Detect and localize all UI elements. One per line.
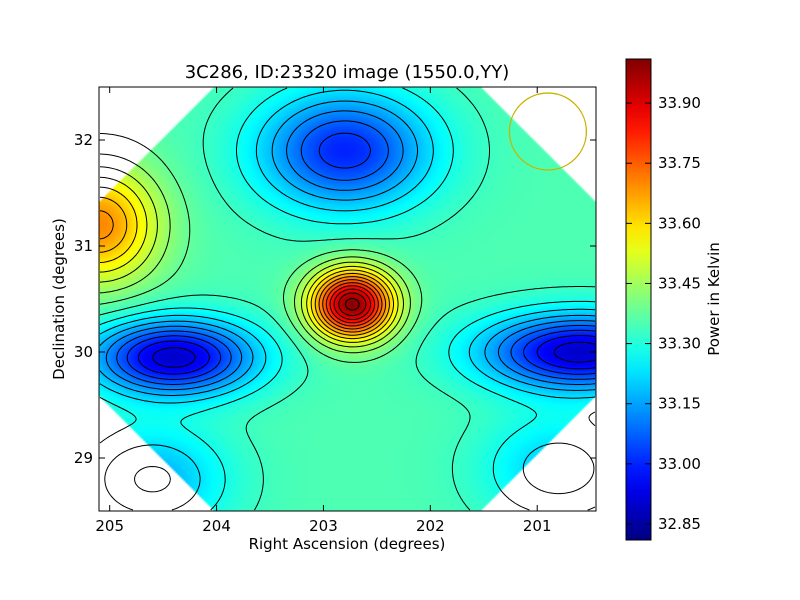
y-axis-title: Declination (degrees) (50, 218, 68, 380)
y-tick-label: 30 (74, 343, 93, 361)
x-tick-label: 205 (95, 517, 124, 535)
colorbar-tick-label: 33.15 (658, 395, 701, 413)
contour-line-11 (99, 153, 411, 354)
contour-line-13 (99, 176, 399, 343)
colorbar-tick-label: 33.45 (658, 274, 701, 292)
contour-line-10 (99, 133, 423, 363)
x-tick-label: 203 (309, 517, 338, 535)
contour-line-12 (99, 166, 404, 348)
colorbar-tick-label: 33.30 (658, 335, 701, 353)
beam-circle (508, 92, 588, 171)
contour-line-22 (344, 298, 360, 311)
overlay-layer (508, 92, 588, 171)
contour-layer (99, 87, 596, 511)
contour-line-8 (99, 87, 596, 511)
x-tick-label: 202 (416, 517, 445, 535)
colorbar-tick-label: 33.60 (658, 214, 701, 232)
contour-line-5 (105, 110, 596, 391)
contour-line-2 (138, 335, 596, 375)
contour-line-1 (152, 341, 596, 368)
contour-line-15 (99, 196, 390, 336)
y-tick-label: 32 (74, 131, 93, 149)
contour-line-14 (99, 186, 394, 340)
colorbar-tick-label: 33.75 (658, 154, 701, 172)
colorbar-tick-label: 33.00 (658, 455, 701, 473)
contour-line-21 (338, 292, 367, 317)
colorbar-ticks: 32.85 33.00 33.15 33.30 33.45 33.60 33.75 33.90 (626, 94, 701, 533)
contour-line-9 (99, 87, 596, 511)
contour-line-4 (116, 120, 596, 385)
contour-line-17 (322, 279, 383, 330)
x-tick-label: 204 (202, 517, 231, 535)
contour-line-20 (333, 288, 371, 320)
colorbar (625, 58, 652, 541)
chart-title: 3C286, ID:23320 image (1550.0,YY) (185, 62, 510, 83)
contour-line-16 (99, 210, 387, 333)
y-tick-label: 29 (74, 449, 93, 467)
contour-line-18 (325, 282, 379, 327)
colorbar-tick-label: 33.90 (658, 94, 701, 112)
colorbar-tick-label: 32.85 (658, 515, 701, 533)
x-axis-ticks: 205 204 203 202 201 (95, 87, 552, 535)
x-tick-label: 201 (523, 517, 552, 535)
contour-line-7 (99, 89, 596, 511)
x-axis-title: Right Ascension (degrees) (249, 535, 446, 553)
colorbar-label: Power in Kelvin (705, 242, 723, 356)
contour-line-6 (99, 100, 596, 493)
y-axis-ticks: 29 30 31 32 (74, 131, 596, 467)
heatmap-layer (99, 87, 596, 511)
heatmap-image (99, 87, 596, 511)
y-tick-label: 31 (74, 237, 93, 255)
contour-line-19 (329, 285, 376, 324)
contour-line-3 (126, 132, 596, 380)
plot-frame (98, 86, 597, 512)
